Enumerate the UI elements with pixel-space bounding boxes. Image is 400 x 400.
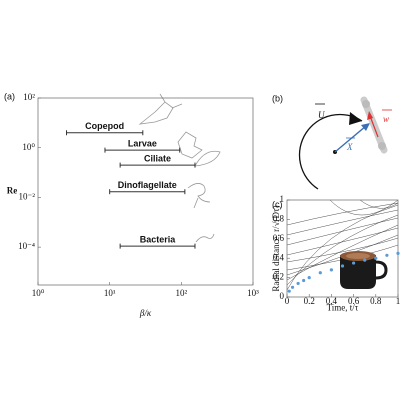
panel-label: (c) [272, 199, 283, 209]
data-point [340, 264, 345, 268]
y-tick-label: 0.2 [273, 272, 284, 282]
rod-end [378, 142, 386, 150]
y-tick-label: 10⁻² [19, 191, 36, 201]
y-axis-label: Radial distance, r/√(Dτ) [271, 205, 281, 291]
copepod-sketch [138, 93, 183, 125]
ciliate-sketch [194, 150, 221, 167]
y-axis-label: Re [7, 186, 18, 196]
category-label: Larvae [128, 138, 157, 148]
bacteria-sketch [195, 233, 215, 243]
y-tick-label: 1 [280, 194, 285, 204]
position-arrow [334, 125, 367, 153]
larva-sketch [177, 131, 203, 159]
x-tick-label: 10¹ [104, 288, 116, 298]
orientation-arrow [369, 115, 379, 138]
label-w: w [383, 114, 389, 124]
panel-label: (b) [272, 93, 283, 103]
data-point [307, 276, 311, 280]
plot-frame [37, 97, 254, 286]
y-tick-label: 0.4 [273, 252, 285, 262]
y-tick-label: 0.6 [273, 233, 285, 243]
data-point [363, 258, 367, 262]
x-tick-label: 10³ [247, 288, 259, 298]
dinoflagellate-sketch [187, 183, 211, 209]
label-u: U [318, 110, 325, 120]
x-tick-label: 10² [175, 288, 187, 298]
category-label: Ciliate [144, 153, 171, 163]
x-tick-label: 10⁰ [32, 288, 45, 298]
plot-frame [286, 199, 399, 298]
y-tick-label: 0.8 [273, 213, 285, 223]
organism-sketches [138, 93, 221, 243]
x-tick-label: 0.8 [370, 296, 382, 306]
arrowhead [349, 112, 362, 125]
rotation-arc [298, 113, 363, 190]
diagram-b: (b) U X w [272, 93, 392, 190]
x-tick-label: 1 [396, 296, 400, 306]
x-axis-label: β/κ [139, 308, 152, 318]
data-point [318, 271, 322, 275]
data-point [329, 268, 333, 272]
data-point [396, 251, 400, 255]
data-point [385, 253, 389, 257]
y-tick-label: 10² [23, 92, 35, 102]
x-tick-label: 0.6 [348, 296, 360, 306]
data-point [352, 261, 356, 265]
data-point [374, 256, 378, 260]
x-axis-label: Time, t/τ [327, 303, 359, 313]
y-tick-label: 10⁻⁴ [18, 241, 35, 251]
category-label: Dinoflagellate [118, 180, 177, 190]
x-tick-label: 0 [285, 296, 290, 306]
x-tick-label: 0.2 [304, 296, 315, 306]
coffee-cup [340, 251, 388, 289]
data-point [302, 278, 306, 283]
y-tick-label: 10⁰ [22, 142, 35, 152]
x-tick-label: 0.4 [326, 296, 338, 306]
data-point [287, 289, 291, 293]
category-label: Copepod [85, 121, 124, 131]
panel-label: (a) [4, 91, 15, 101]
rod-end [362, 100, 370, 108]
arrowhead [361, 123, 370, 131]
label-x: X [346, 142, 353, 152]
data-point [296, 281, 300, 286]
category-label: Bacteria [140, 234, 177, 244]
data-point [290, 285, 295, 289]
y-tick-label: 0 [280, 291, 285, 301]
arrowhead [367, 111, 373, 120]
